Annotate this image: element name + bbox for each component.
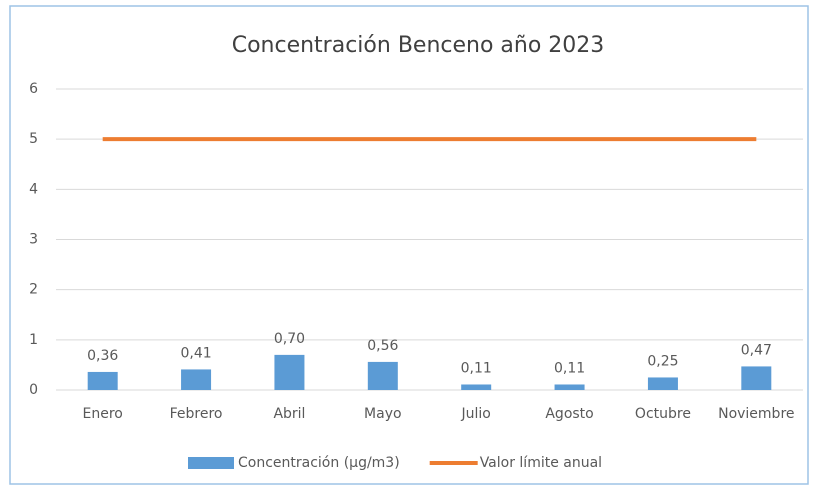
x-tick-label: Noviembre bbox=[718, 406, 794, 422]
data-label: 0,25 bbox=[647, 353, 678, 369]
bar bbox=[461, 384, 492, 390]
x-tick-label: Enero bbox=[83, 406, 123, 422]
y-tick-label: 0 bbox=[29, 382, 38, 398]
bar bbox=[741, 366, 772, 390]
legend-label: Concentración (µg/m3) bbox=[238, 455, 400, 471]
legend-label: Valor límite anual bbox=[480, 455, 602, 471]
bar bbox=[181, 369, 212, 390]
x-tick-label: Mayo bbox=[364, 406, 402, 422]
bar bbox=[274, 354, 305, 390]
data-label: 0,56 bbox=[367, 338, 398, 354]
data-label: 0,70 bbox=[274, 331, 305, 347]
data-label: 0,11 bbox=[461, 360, 492, 376]
data-label: 0,11 bbox=[554, 360, 585, 376]
y-tick-label: 1 bbox=[29, 332, 38, 348]
y-tick-label: 4 bbox=[29, 181, 38, 197]
x-tick-label: Agosto bbox=[545, 406, 593, 422]
y-tick-label: 6 bbox=[29, 81, 38, 97]
bar bbox=[87, 371, 118, 390]
x-tick-label: Febrero bbox=[170, 406, 223, 422]
x-tick-label: Abril bbox=[273, 406, 305, 422]
bar bbox=[554, 384, 585, 390]
y-tick-label: 3 bbox=[29, 232, 38, 248]
data-label: 0,36 bbox=[87, 348, 118, 364]
bar bbox=[647, 377, 678, 390]
data-label: 0,41 bbox=[180, 345, 211, 361]
x-tick-label: Octubre bbox=[635, 406, 691, 422]
chart-frame bbox=[9, 5, 809, 485]
data-label: 0,47 bbox=[741, 342, 772, 358]
chart-title: Concentración Benceno año 2023 bbox=[232, 33, 605, 58]
bar bbox=[367, 361, 398, 390]
y-tick-label: 2 bbox=[29, 282, 38, 298]
legend-swatch bbox=[188, 457, 234, 469]
x-tick-label: Julio bbox=[461, 406, 491, 422]
y-tick-label: 5 bbox=[29, 131, 38, 147]
